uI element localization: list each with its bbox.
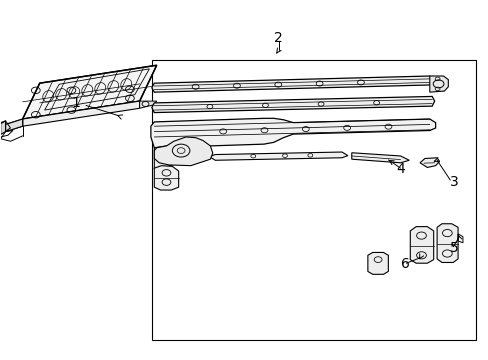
Polygon shape — [209, 152, 347, 160]
Polygon shape — [152, 96, 434, 113]
Polygon shape — [151, 118, 435, 148]
Polygon shape — [436, 224, 457, 262]
Polygon shape — [154, 145, 193, 169]
Polygon shape — [154, 166, 178, 190]
Polygon shape — [154, 137, 212, 166]
Polygon shape — [140, 101, 157, 108]
Polygon shape — [419, 158, 439, 167]
Text: 1: 1 — [72, 96, 81, 110]
Polygon shape — [351, 153, 408, 163]
Polygon shape — [5, 119, 22, 132]
Polygon shape — [22, 65, 157, 119]
Polygon shape — [429, 76, 447, 92]
Text: 3: 3 — [449, 175, 458, 189]
Polygon shape — [367, 252, 387, 274]
Bar — [152, 60, 475, 339]
Polygon shape — [22, 101, 140, 126]
Text: 6: 6 — [400, 257, 409, 271]
Polygon shape — [5, 119, 22, 132]
Polygon shape — [409, 226, 433, 263]
Text: 2: 2 — [274, 31, 283, 45]
Text: 5: 5 — [449, 241, 458, 255]
Text: 4: 4 — [395, 162, 404, 176]
Polygon shape — [0, 121, 5, 134]
Polygon shape — [152, 76, 431, 92]
